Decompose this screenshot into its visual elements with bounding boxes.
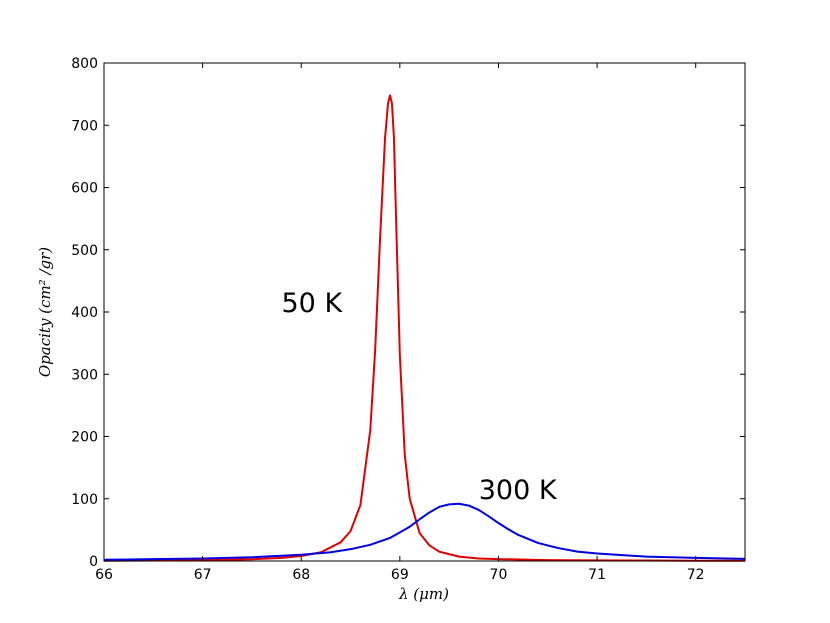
annotations-layer: 50 K 300 K [282, 288, 558, 506]
x-tick-label: 66 [95, 567, 113, 583]
x-tick-label: 67 [194, 567, 212, 583]
plot-frame [103, 62, 746, 562]
y-tick-label: 800 [71, 56, 98, 72]
y-tick-label: 600 [71, 181, 98, 197]
y-tick-label: 200 [71, 430, 98, 446]
series-line-2 [103, 502, 746, 561]
y-tick-label: 300 [71, 367, 98, 383]
y-axis-title: Opacity (cm² /gr) [36, 247, 54, 377]
y-tick-label: 700 [71, 118, 98, 134]
x-tick-label: 69 [391, 567, 409, 583]
annotation-label: 50 K [282, 288, 344, 319]
x-tick-label: 72 [687, 567, 705, 583]
ticks-layer: 66 67 68 69 70 71 72 0 100 200 300 400 500 600 700 800 [71, 56, 745, 583]
x-axis-title: λ (μm) [398, 585, 449, 603]
x-tick-label: 71 [588, 567, 606, 583]
x-tick-label: 68 [292, 567, 310, 583]
y-tick-label: 100 [71, 492, 98, 508]
y-tick-label: 0 [89, 554, 98, 570]
y-tick-label: 500 [71, 243, 98, 259]
y-tick-label: 400 [71, 305, 98, 321]
series-layer [103, 94, 746, 562]
plot-background [104, 63, 745, 561]
annotation-label: 300 K [479, 475, 558, 506]
x-tick-label: 70 [490, 567, 508, 583]
